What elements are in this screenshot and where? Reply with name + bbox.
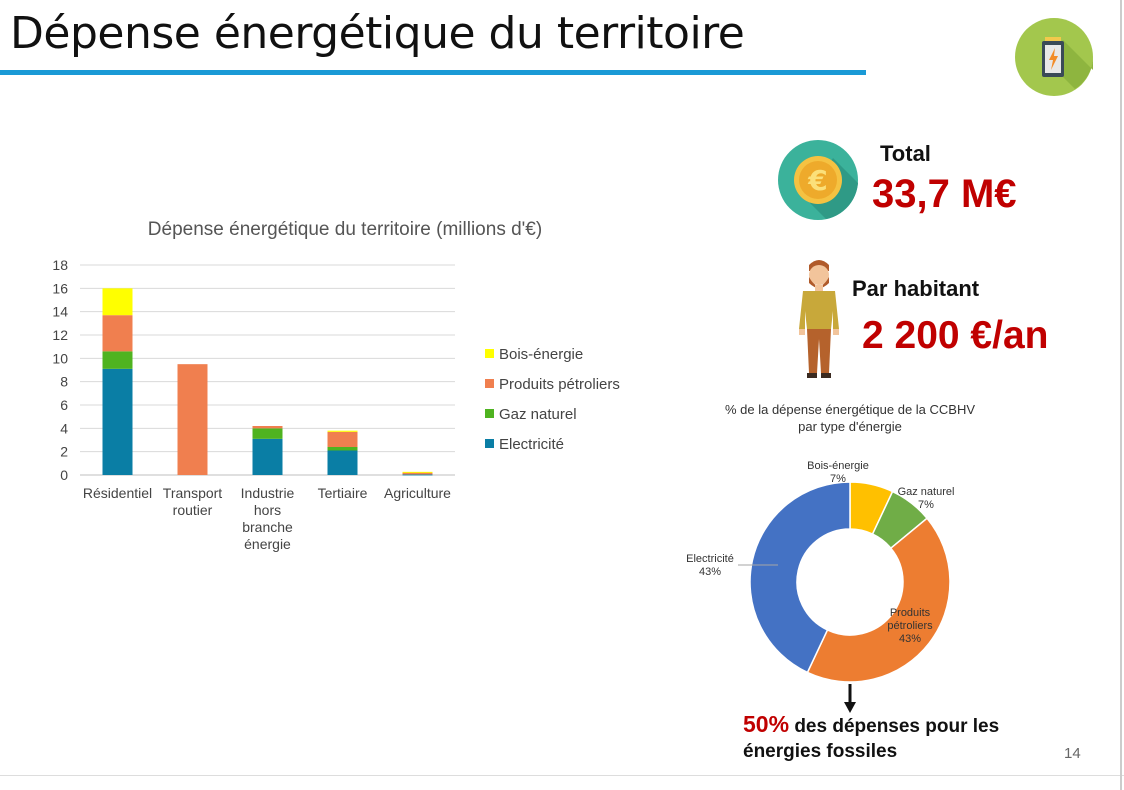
x-tick-label: Transport routier	[163, 485, 223, 518]
x-tick-label: Industrie hors branche énergie	[241, 485, 295, 552]
svg-text:€: €	[807, 164, 827, 197]
page-number: 14	[1064, 745, 1081, 762]
fossil-share-conclusion: 50% des dépenses pour les énergies fossi…	[743, 712, 1043, 764]
per-capita-label: Par habitant	[852, 276, 980, 301]
donut-slice-produits-petroliers	[806, 517, 951, 683]
bar-electricite-agriculture	[402, 474, 433, 476]
donut-label-bois-energie: Bois-énergie 7%	[807, 460, 869, 485]
y-tick-label: 4	[60, 420, 68, 436]
fossil-share-text: des dépenses pour les énergies fossiles	[743, 716, 1000, 762]
legend-label-bois-energie: Bois-énergie	[499, 346, 583, 363]
y-tick-label: 14	[52, 304, 68, 320]
bar-produits-petroliers-residentiel	[102, 315, 133, 352]
bar-produits-petroliers-industrie-hors-branche-energie	[252, 426, 283, 429]
y-tick-label: 16	[52, 280, 68, 296]
bar-bois-energie-residentiel	[102, 288, 133, 316]
bar-electricite-industrie-hors-branche-energie	[252, 438, 283, 475]
per-capita-value: 2 200 €/an	[862, 314, 1049, 357]
footer-divider	[0, 775, 1124, 776]
donut-title-line-1: % de la dépense énergétique de la CCBHV	[724, 402, 976, 417]
y-tick-label: 18	[52, 257, 68, 273]
bar-chart-title: Dépense énergétique du territoire (milli…	[148, 219, 542, 240]
euro-coin-icon: €	[778, 140, 858, 220]
y-tick-label: 2	[60, 444, 68, 460]
bar-produits-petroliers-agriculture	[402, 472, 433, 475]
y-tick-label: 10	[52, 350, 68, 366]
fossil-share-percent: 50%	[743, 711, 790, 737]
x-tick-label: Résidentiel	[83, 485, 152, 501]
title-underline	[0, 70, 866, 75]
bar-produits-petroliers-transport-routier	[177, 364, 208, 475]
legend-swatch-bois-energie	[485, 349, 494, 358]
legend-swatch-electricite	[485, 439, 494, 448]
bar-electricite-tertiaire	[327, 450, 358, 475]
total-label: Total	[880, 141, 931, 166]
bar-bois-energie-tertiaire	[327, 430, 358, 432]
total-value: 33,7 M€	[872, 172, 1017, 216]
x-tick-label: Agriculture	[384, 485, 451, 501]
x-tick-label: Tertiaire	[318, 485, 368, 501]
y-tick-label: 12	[52, 327, 68, 343]
legend-label-produits-petroliers: Produits pétroliers	[499, 376, 620, 393]
donut-label-gaz-naturel: Gaz naturel 7%	[898, 486, 955, 511]
bar-gaz-naturel-industrie-hors-branche-energie	[252, 428, 283, 439]
donut-title-line-2: par type d'énergie	[798, 419, 902, 434]
legend-label-electricite: Electricité	[499, 436, 564, 453]
y-tick-label: 0	[60, 467, 68, 483]
donut-chart-title: % de la dépense énergétique de la CCBHV …	[680, 401, 1020, 435]
y-tick-label: 6	[60, 397, 68, 413]
bar-electricite-residentiel	[102, 368, 133, 475]
person-icon	[799, 260, 839, 378]
bar-produits-petroliers-tertiaire	[327, 431, 358, 447]
y-tick-label: 8	[60, 374, 68, 390]
legend-swatch-gaz-naturel	[485, 409, 494, 418]
slide-edge	[1120, 0, 1122, 790]
page-title: Dépense énergétique du territoire	[10, 8, 745, 59]
donut-label-produits-petroliers: Produits pétroliers 43%	[887, 607, 933, 645]
bar-bois-energie-agriculture	[402, 471, 433, 473]
arrow-down-icon	[844, 684, 856, 713]
donut-slice-electricite	[749, 481, 851, 674]
legend-label-gaz-naturel: Gaz naturel	[499, 406, 577, 423]
legend-swatch-produits-petroliers	[485, 379, 494, 388]
bar-gaz-naturel-residentiel	[102, 351, 133, 369]
battery-icon	[1015, 18, 1093, 96]
donut-label-electricite: Electricité 43%	[686, 553, 734, 578]
donut-chart: Bois-énergie 7% Gaz naturel 7% Produits pétro…	[686, 460, 955, 683]
bar-chart: Dépense énergétique du territoire (milli…	[52, 219, 620, 552]
bar-gaz-naturel-tertiaire	[327, 447, 358, 451]
